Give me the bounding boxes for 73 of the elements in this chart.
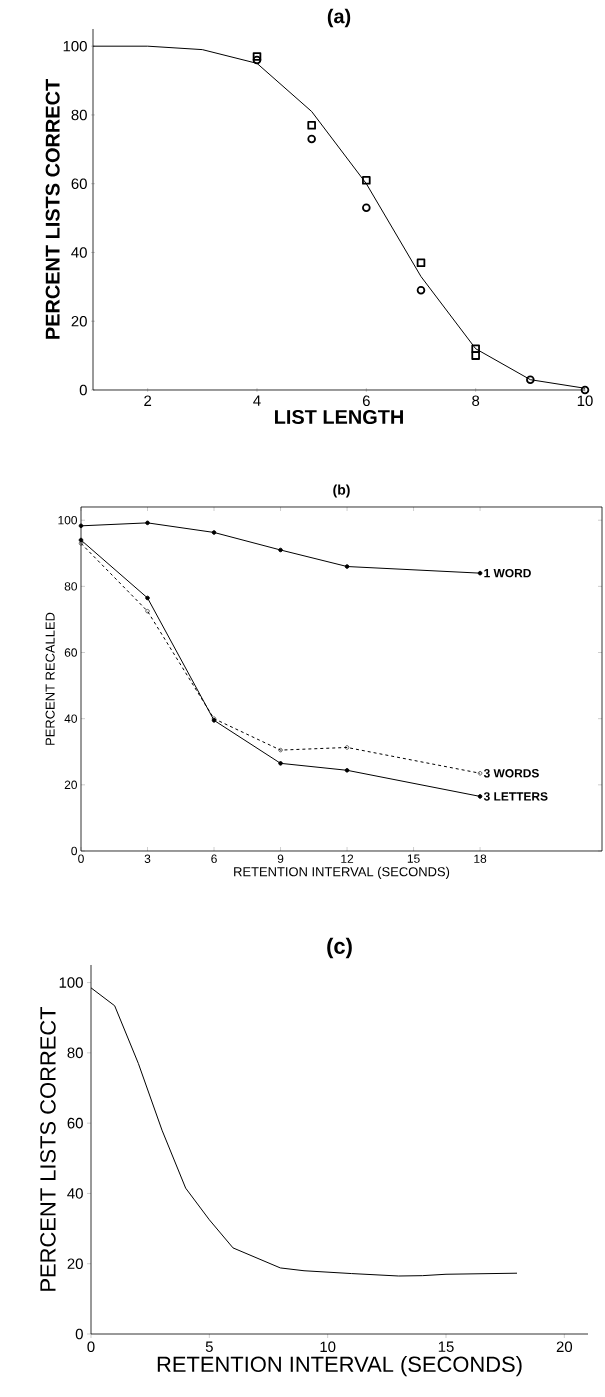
- y-tick-label: 60: [71, 178, 87, 189]
- x-axis-title: RETENTION INTERVAL (SECONDS): [157, 1355, 522, 1377]
- x-tick-label: 4: [253, 395, 261, 406]
- series-label: 3 LETTERS: [483, 792, 548, 801]
- point: [362, 175, 371, 185]
- point: [477, 794, 483, 799]
- point: [362, 203, 371, 213]
- point: [416, 258, 426, 268]
- point: [278, 761, 283, 766]
- x-tick-label: 8: [472, 395, 480, 407]
- y-tick-label: 0: [71, 846, 78, 856]
- point: [526, 375, 535, 384]
- point: [145, 520, 150, 526]
- x-tick-label: 20: [556, 1341, 573, 1353]
- x-tick-label: 6: [362, 395, 370, 407]
- series-label: 1 WORD: [484, 568, 531, 578]
- point: [307, 120, 316, 130]
- y-tick-label: 20: [64, 780, 78, 790]
- x-tick-label: 6: [211, 854, 217, 863]
- chart-title: (b): [333, 484, 350, 498]
- point: [477, 771, 483, 776]
- y-tick-label: 20: [71, 315, 87, 327]
- y-tick-label: 20: [67, 1258, 83, 1269]
- y-tick-label: 80: [67, 1047, 83, 1059]
- point: [471, 344, 480, 354]
- y-tick-label: 80: [71, 109, 87, 121]
- y-tick-label: 60: [67, 1117, 83, 1129]
- point: [477, 570, 483, 576]
- point: [344, 564, 350, 569]
- y-tick-label: 40: [67, 1188, 83, 1199]
- x-tick-label: 5: [205, 1341, 213, 1352]
- x-tick-label: 0: [87, 1341, 95, 1353]
- y-axis-title: PERCENT RECALLED: [45, 612, 55, 745]
- x-tick-label: 15: [438, 1341, 454, 1352]
- point: [211, 530, 217, 535]
- point: [307, 134, 316, 144]
- x-tick-label: 10: [320, 1341, 336, 1353]
- x-tick-label: 10: [577, 395, 593, 407]
- y-tick-label: 100: [59, 977, 83, 988]
- point: [252, 52, 262, 61]
- x-axis-title: LIST LENGTH: [275, 409, 403, 425]
- x-tick-label: 9: [277, 854, 284, 863]
- point: [471, 351, 480, 360]
- point: [78, 537, 84, 543]
- x-tick-label: 2: [144, 395, 152, 406]
- y-tick-label: 100: [63, 40, 87, 52]
- point: [278, 748, 283, 753]
- point: [344, 767, 350, 773]
- x-axis-title: RETENTION INTERVAL (SECONDS): [234, 866, 450, 879]
- x-tick-label: 15: [407, 854, 420, 863]
- chart-title: (c): [327, 937, 352, 959]
- point: [145, 609, 150, 614]
- x-tick-label: 12: [341, 854, 354, 863]
- x-tick-label: 3: [144, 854, 151, 863]
- y-tick-label: 60: [64, 648, 78, 657]
- y-tick-label: 80: [64, 582, 78, 591]
- y-axis-title: PERCENT LISTS CORRECT: [40, 1006, 56, 1291]
- y-tick-label: 40: [64, 714, 78, 723]
- point: [145, 595, 150, 601]
- y-tick-label: 40: [71, 247, 87, 258]
- y-axis-title: PERCENT LISTS CORRECT: [45, 79, 60, 339]
- x-tick-label: 18: [474, 854, 487, 863]
- point: [278, 547, 283, 553]
- point: [344, 745, 350, 750]
- point: [78, 541, 84, 546]
- chart-title: (a): [327, 8, 351, 28]
- series-label: 3 WORDS: [483, 769, 539, 778]
- point: [416, 285, 426, 295]
- y-tick-label: 100: [58, 515, 78, 525]
- y-tick-label: 0: [75, 1328, 83, 1340]
- point: [252, 55, 262, 65]
- point: [78, 523, 84, 529]
- y-tick-label: 0: [79, 384, 87, 396]
